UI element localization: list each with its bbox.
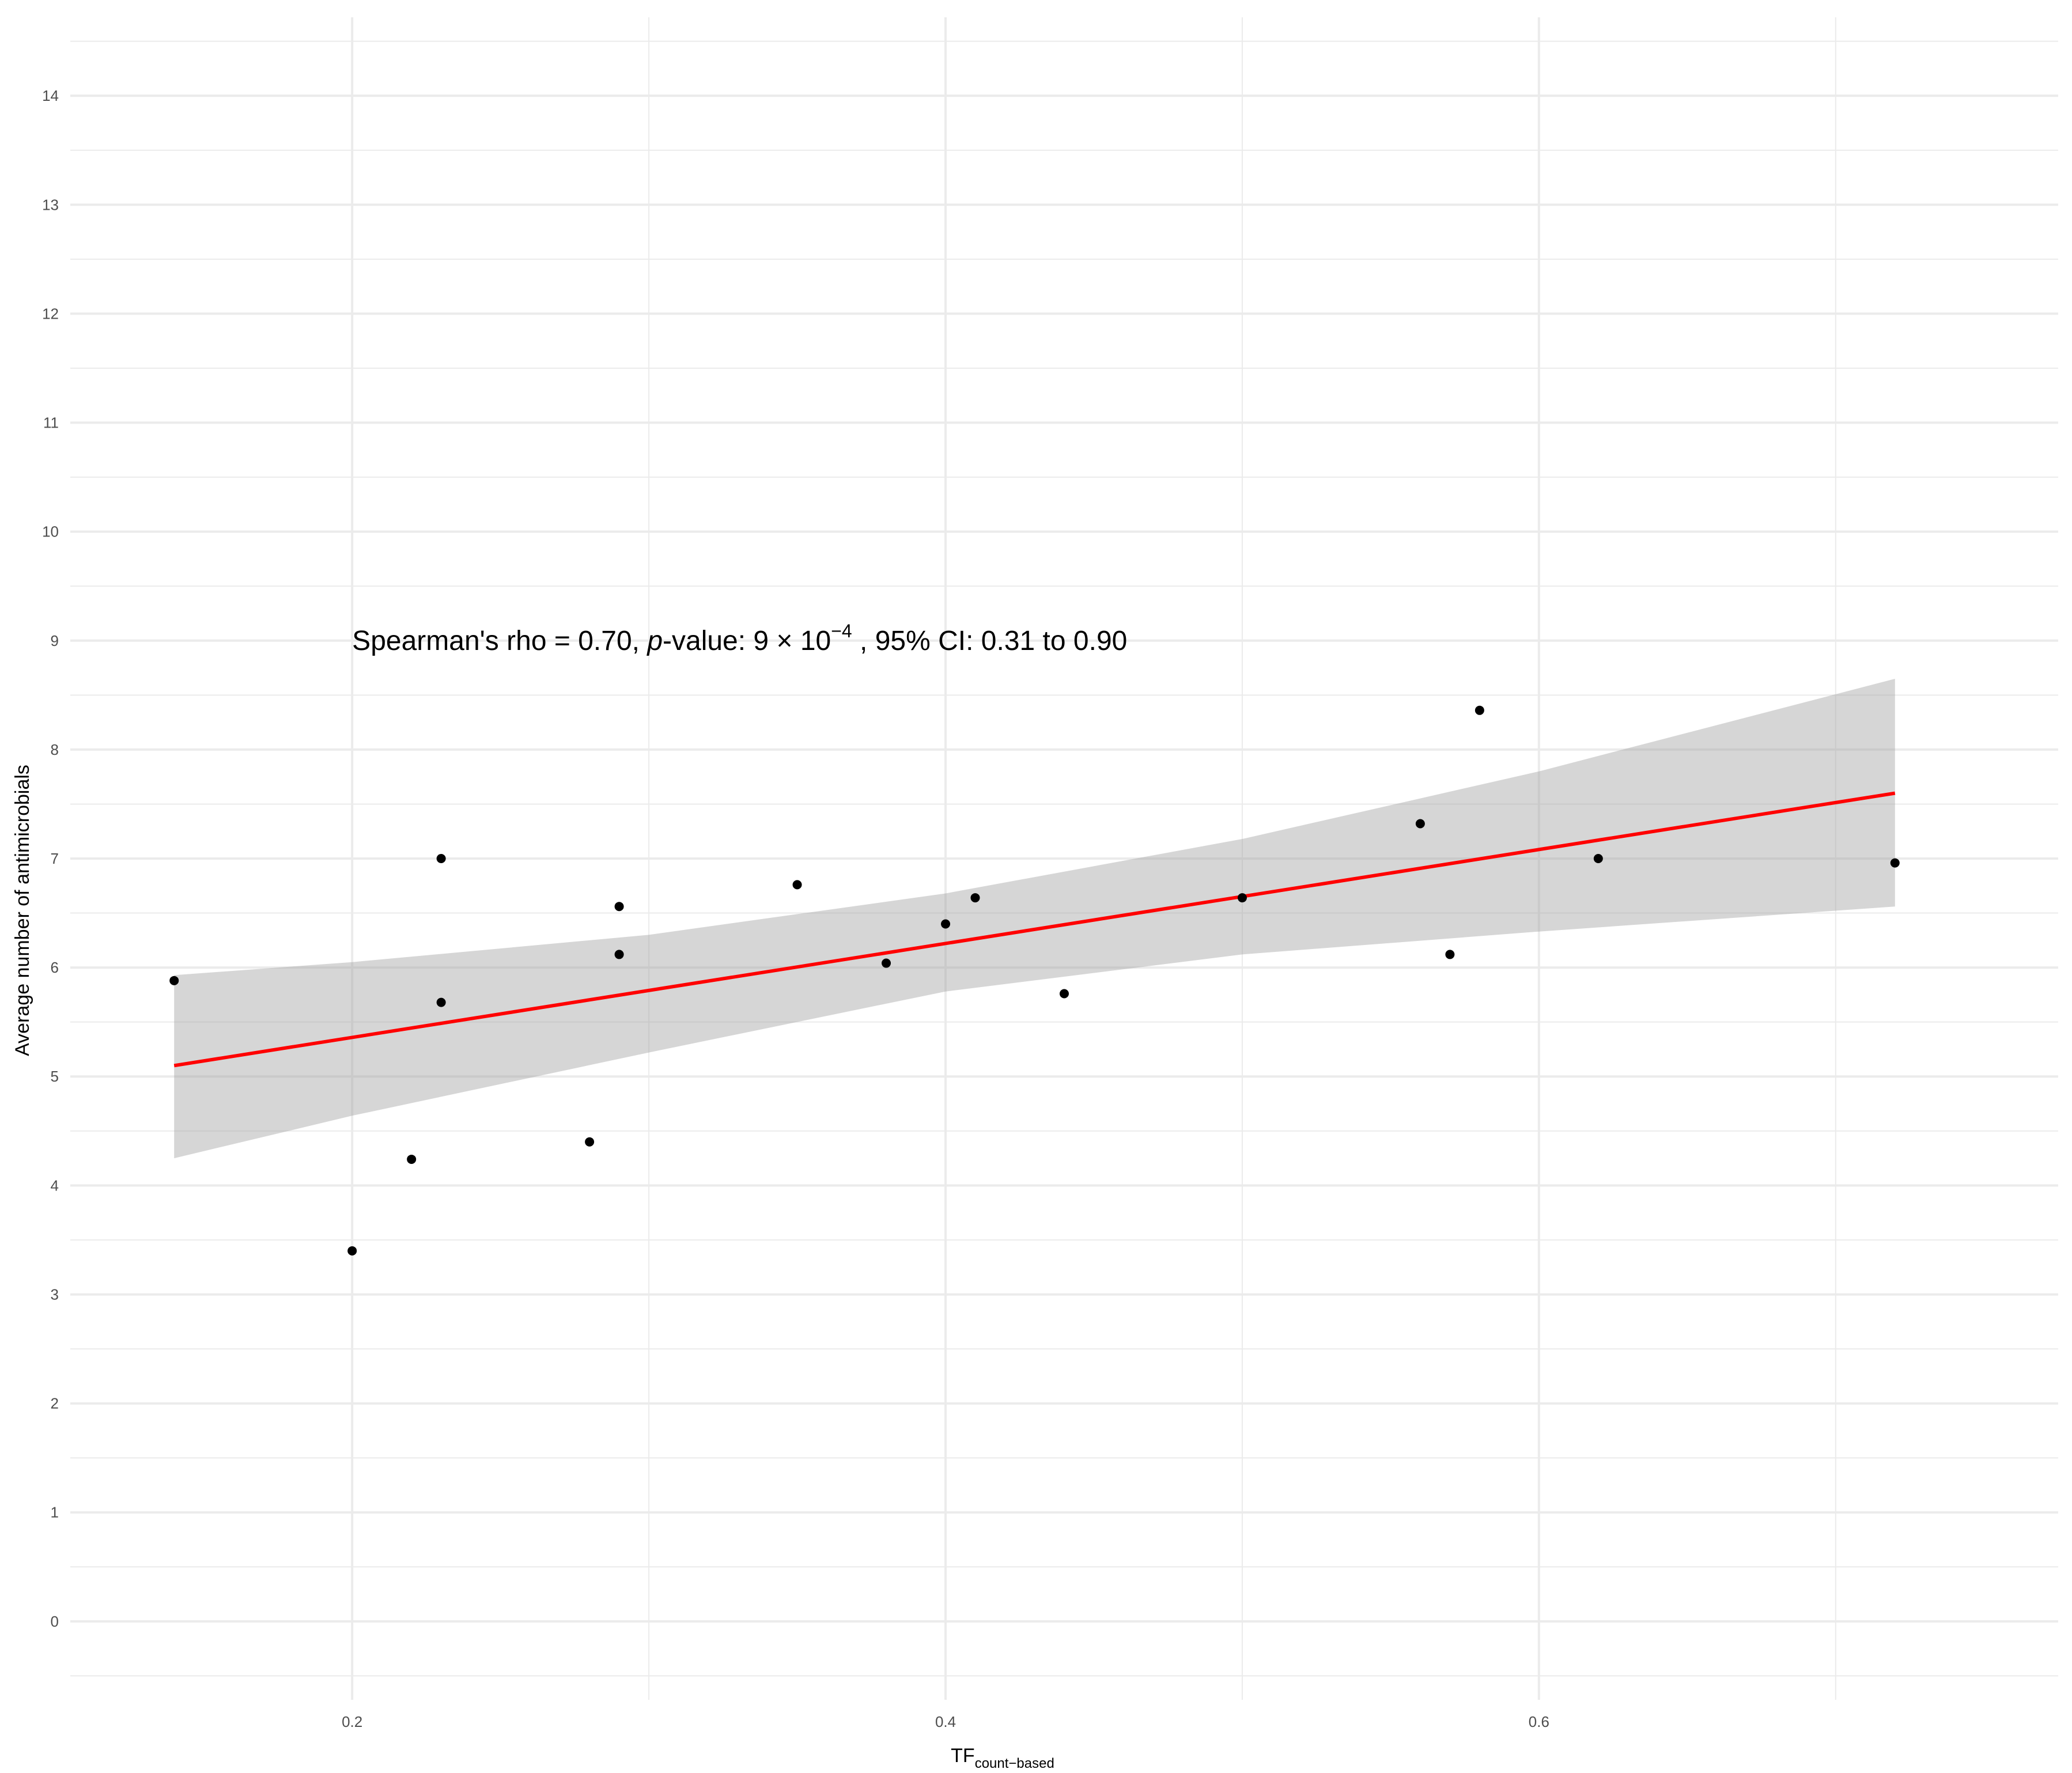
y-tick-label: 1	[51, 1504, 59, 1521]
x-tick-label: 0.4	[935, 1713, 956, 1730]
y-tick-label: 9	[51, 632, 59, 649]
y-tick-label: 13	[42, 196, 59, 213]
data-point	[1415, 819, 1425, 829]
confidence-band	[174, 679, 1895, 1159]
y-tick-label: 3	[51, 1286, 59, 1303]
annotation-prefix: Spearman's rho = 0.70,	[352, 626, 647, 656]
x-axis-title: TFcount−based	[951, 1745, 1054, 1771]
y-tick-label: 5	[51, 1068, 59, 1085]
y-tick-label: 6	[51, 959, 59, 976]
data-point	[1060, 989, 1069, 999]
y-axis-title: Average number of antimicrobials	[12, 765, 33, 1056]
data-point	[614, 902, 624, 912]
y-tick-label: 10	[42, 523, 59, 540]
data-points	[169, 705, 1900, 1256]
data-point	[585, 1137, 595, 1147]
y-tick-label: 4	[51, 1177, 59, 1194]
data-point	[1593, 854, 1603, 863]
data-point	[882, 958, 891, 968]
annotation-mid: -value: 9 × 10	[663, 626, 831, 656]
y-tick-label: 12	[42, 305, 59, 322]
major-gridlines	[70, 17, 2058, 1700]
data-point	[1237, 893, 1247, 903]
annotation-exponent: −4	[831, 621, 852, 641]
data-point	[792, 880, 802, 890]
data-point	[1474, 705, 1484, 715]
y-tick-label: 2	[51, 1395, 59, 1412]
x-axis-title-main: TF	[951, 1745, 975, 1767]
data-point	[436, 997, 446, 1007]
regression-line	[173, 791, 1896, 1068]
data-point	[407, 1154, 417, 1164]
y-tick-label: 14	[42, 87, 59, 104]
annotation-suffix: , 95% CI: 0.31 to 0.90	[852, 626, 1128, 656]
annotation-p-italic: p	[646, 626, 663, 656]
data-point	[614, 950, 624, 959]
x-tick-label: 0.6	[1529, 1713, 1549, 1730]
data-point	[169, 976, 179, 985]
data-point	[347, 1246, 357, 1256]
x-tick-labels: 0.2 0.4 0.6	[342, 1713, 1549, 1730]
data-point	[941, 919, 951, 929]
data-point	[436, 854, 446, 863]
data-point	[1445, 950, 1455, 959]
y-tick-label: 8	[51, 741, 59, 758]
x-axis-title-subscript: count−based	[975, 1756, 1054, 1771]
data-point	[970, 893, 980, 903]
data-point	[1890, 858, 1900, 868]
spearman-annotation: Spearman's rho = 0.70, p-value: 9 × 10−4…	[352, 621, 1127, 656]
fit-line-layer	[173, 791, 1896, 1068]
y-tick-label: 0	[51, 1613, 59, 1630]
y-tick-label: 7	[51, 850, 59, 867]
y-tick-label: 11	[43, 414, 59, 432]
x-tick-label: 0.2	[342, 1713, 362, 1730]
confidence-band-layer	[174, 679, 1895, 1159]
